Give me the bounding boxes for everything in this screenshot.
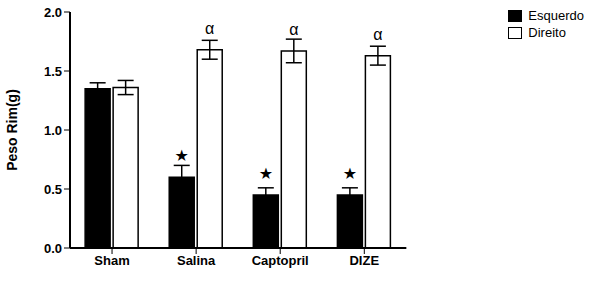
html-text:Esquerdo: Esquerdo [528,8,584,23]
svg-text:Sham: Sham [94,253,129,268]
svg-text:α: α [205,20,214,37]
svg-text:0.5: 0.5 [44,182,62,197]
svg-text:2.0: 2.0 [44,5,62,20]
svg-text:Salina: Salina [177,253,216,268]
svg-text:★: ★ [259,165,273,182]
svg-text:★: ★ [175,147,189,164]
svg-text:α: α [289,21,298,38]
svg-text:α: α [373,26,382,43]
svg-text:1.0: 1.0 [44,123,62,138]
svg-text:Captopril: Captopril [252,253,309,268]
svg-text:Peso Rim(g): Peso Rim(g) [8,89,20,171]
svg-text:DIZE: DIZE [349,253,379,268]
svg-text:1.5: 1.5 [44,64,62,79]
svg-text:★: ★ [343,165,357,182]
html-text:Direito: Direito [528,25,566,40]
svg-text:0.0: 0.0 [44,241,62,256]
